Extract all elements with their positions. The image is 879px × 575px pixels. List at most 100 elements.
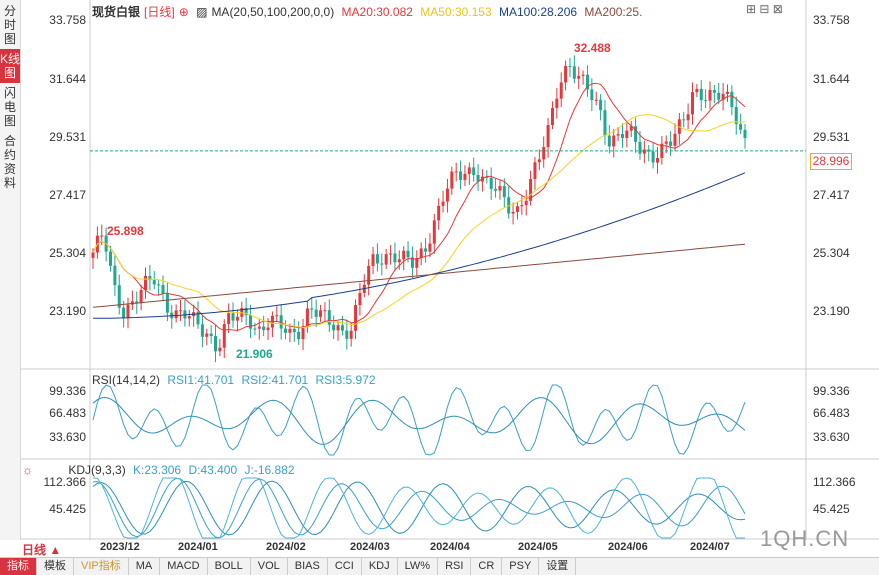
candle-body <box>485 176 489 178</box>
period-button[interactable]: 日线 ▲ <box>22 541 78 557</box>
candle-body <box>279 315 283 329</box>
left-axis-5: 25.304 <box>49 246 86 260</box>
ma50-label: MA50:30.153 <box>420 5 492 19</box>
right-axis-6: 23.190 <box>813 304 850 318</box>
tab-vip[interactable]: VIP指标 <box>74 558 129 575</box>
tab-flash[interactable]: 闪电图 <box>3 86 16 128</box>
candle-body <box>498 186 502 191</box>
candle-body <box>511 211 515 214</box>
tab-bias[interactable]: BIAS <box>288 558 328 575</box>
candle-body <box>537 159 541 163</box>
candle-body <box>682 119 686 121</box>
candle-body <box>200 324 204 337</box>
tab-settings[interactable]: 设置 <box>539 558 577 575</box>
right-axis-3: 29.531 <box>813 130 850 144</box>
candle-body <box>550 108 554 126</box>
candle-body <box>594 99 598 101</box>
candle-body <box>126 304 130 319</box>
candle-body <box>161 285 165 294</box>
candle-body <box>524 200 528 206</box>
candle-body <box>340 325 344 331</box>
candle-body <box>494 188 498 191</box>
watermark: 1QH.CN <box>760 526 850 551</box>
candle-body <box>476 174 480 182</box>
tab-indicator[interactable]: 指标 <box>0 558 37 575</box>
tab-cr[interactable]: CR <box>471 558 503 575</box>
tab-kdj[interactable]: KDJ <box>362 558 398 575</box>
candle-body <box>117 285 121 308</box>
tab-kline[interactable]: K线图 <box>0 49 20 83</box>
tab-cci[interactable]: CCI <box>328 558 362 575</box>
candle-body <box>323 310 327 312</box>
tab-template[interactable]: 模板 <box>37 558 74 575</box>
candle-body <box>634 126 638 142</box>
candle-body <box>625 130 629 138</box>
candle-body <box>419 248 423 259</box>
candle-body <box>284 328 288 333</box>
candle-body <box>564 66 568 83</box>
kdj-label: KDJ(9,3,3) <box>68 463 126 477</box>
candle-body <box>581 74 585 76</box>
candle-body <box>393 253 397 263</box>
right-axis-2: 31.644 <box>813 72 850 86</box>
candle-body <box>572 66 576 79</box>
candle-body <box>721 93 725 100</box>
candle-body <box>310 308 314 310</box>
candle-body <box>708 89 712 101</box>
candle-body <box>686 114 690 121</box>
settings-icon[interactable]: ⊕ <box>178 5 189 19</box>
candle-body <box>424 248 428 252</box>
kdj-left-1: 112.366 <box>43 475 87 489</box>
candle-body <box>262 326 266 331</box>
candle-body <box>218 347 222 352</box>
high-annotation: 32.488 <box>574 41 611 55</box>
candle-body <box>638 141 642 154</box>
symbol-name: 现货白银 <box>92 5 141 19</box>
candle-body <box>292 328 296 333</box>
window-icons[interactable]: ⊞ ⊟ ⊠ <box>746 2 783 16</box>
kdj-d-label: D:43.400 <box>188 463 238 477</box>
tab-ma[interactable]: MA <box>129 558 161 575</box>
tab-timeshare[interactable]: 分时图 <box>3 4 16 46</box>
candle-body <box>717 92 721 100</box>
candle-body <box>122 307 126 319</box>
candle-body <box>345 330 349 339</box>
candle-body <box>349 330 353 339</box>
kdj-right-2: 45.425 <box>813 502 850 516</box>
candle-body <box>179 310 183 312</box>
x-label-5: 2024/04 <box>430 541 470 553</box>
candle-body <box>533 162 537 180</box>
candle-body <box>196 312 200 325</box>
tab-rsi[interactable]: RSI <box>438 558 472 575</box>
kdj-legend: ☼ KDJ(9,3,3) K:23.306 D:43.400 J:-16.882 <box>22 463 299 477</box>
candle-body <box>358 292 362 306</box>
tab-lw[interactable]: LW% <box>398 558 439 575</box>
rsi-right-3: 33.630 <box>813 430 850 444</box>
tab-contract[interactable]: 合约资料 <box>3 134 16 190</box>
candle-body <box>253 328 257 330</box>
mark-annotation: 25.898 <box>107 224 144 238</box>
candle-body <box>410 257 414 268</box>
tab-psy[interactable]: PSY <box>502 558 540 575</box>
kdj-icon[interactable]: ☼ <box>22 463 33 477</box>
candle-body <box>616 134 620 136</box>
rsi1-label: RSI1:41.701 <box>167 373 235 387</box>
candle-body <box>367 265 371 285</box>
tab-macd[interactable]: MACD <box>160 558 208 575</box>
candle-body <box>174 310 178 319</box>
tab-vol[interactable]: VOL <box>251 558 288 575</box>
candle-body <box>642 149 646 154</box>
x-label-2: 2024/01 <box>178 541 218 553</box>
ma-icon: ▨ <box>196 5 208 19</box>
tab-boll[interactable]: BOLL <box>208 558 251 575</box>
candle-body <box>437 205 441 221</box>
candle-body <box>647 149 651 152</box>
candle-body <box>305 308 309 326</box>
candle-body <box>739 124 743 130</box>
candle-body <box>704 100 708 102</box>
candle-body <box>620 134 624 138</box>
candle-body <box>651 151 655 163</box>
candle-body <box>100 235 104 237</box>
candle-body <box>459 171 463 180</box>
